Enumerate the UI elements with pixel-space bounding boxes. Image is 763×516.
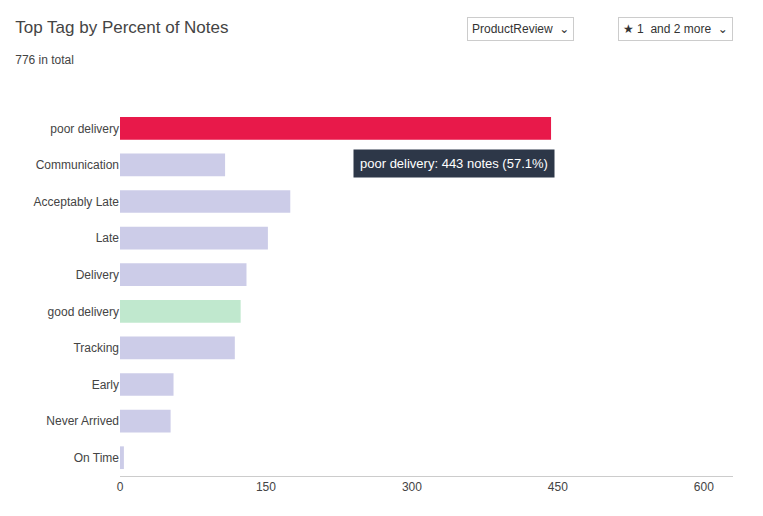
svg-text:Never Arrived: Never Arrived [46,414,119,428]
svg-text:Acceptably Late: Acceptably Late [34,195,120,209]
svg-text:ProductReview ⌄: ProductReview ⌄ [472,22,569,36]
svg-text:On Time: On Time [74,451,120,465]
svg-text:300: 300 [402,480,422,494]
svg-text:★ 1 and 2 more ⌄: ★ 1 and 2 more ⌄ [623,22,728,36]
svg-text:776 in total: 776 in total [15,53,74,67]
svg-text:Delivery: Delivery [76,268,119,282]
svg-text:450: 450 [548,480,568,494]
svg-text:Communication: Communication [36,158,119,172]
svg-text:good delivery: good delivery [48,305,119,319]
svg-text:Tracking: Tracking [73,341,119,355]
svg-text:Top Tag by Percent of Notes: Top Tag by Percent of Notes [15,18,228,37]
svg-text:0: 0 [117,480,124,494]
svg-text:600: 600 [694,480,714,494]
svg-text:poor delivery: poor delivery [50,122,119,136]
svg-text:Late: Late [96,231,120,245]
svg-text:Early: Early [92,378,119,392]
svg-text:150: 150 [256,480,276,494]
svg-text:poor delivery: 443 notes (57.1: poor delivery: 443 notes (57.1%) [360,156,548,171]
